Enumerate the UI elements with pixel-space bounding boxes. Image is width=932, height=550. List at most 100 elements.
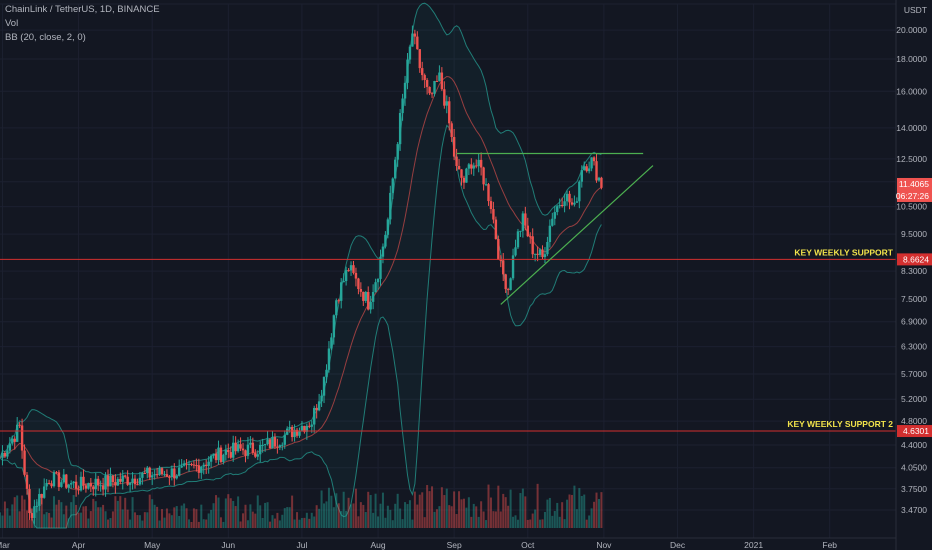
candle <box>560 197 564 208</box>
candle <box>11 435 14 446</box>
candle-body <box>13 438 16 442</box>
volume-bar <box>219 517 222 528</box>
volume-bar <box>327 487 330 528</box>
volume-bar <box>1 515 4 528</box>
candle <box>575 197 579 203</box>
candle <box>153 469 156 480</box>
candle-body <box>580 170 583 182</box>
candle <box>74 474 78 497</box>
chart-legend: ChainLink / TetherUS, 1D, BINANCE Vol BB… <box>5 3 160 45</box>
volume-bar <box>141 520 144 528</box>
candle-body <box>236 444 240 452</box>
volume-bar <box>146 512 149 528</box>
candle-body <box>251 442 255 453</box>
volume-bar <box>80 512 83 528</box>
candle-body <box>99 485 102 487</box>
candle-body <box>96 478 100 486</box>
volume-bar <box>438 506 441 528</box>
candle <box>514 239 517 257</box>
candle-body <box>543 254 547 258</box>
candle-body <box>276 446 279 448</box>
candle-body <box>8 443 12 451</box>
candle-body <box>40 494 43 498</box>
candle <box>438 65 441 82</box>
volume-bar <box>143 512 146 528</box>
volume-bar <box>53 496 56 528</box>
volume-bar <box>197 521 200 528</box>
candle-body <box>448 101 451 124</box>
support-label: KEY WEEKLY SUPPORT 2 <box>787 419 893 429</box>
volume-bar <box>404 502 407 528</box>
candle-body <box>546 242 549 255</box>
candle <box>192 460 196 469</box>
candle <box>440 67 444 91</box>
volume-bar <box>87 518 90 528</box>
legend-bollinger-bands[interactable]: BB (20, close, 2, 0) <box>5 32 86 43</box>
candle-body <box>556 206 559 213</box>
candle <box>141 471 144 485</box>
candle <box>379 249 382 286</box>
volume-bar <box>170 515 173 528</box>
time-tick-label: 2021 <box>744 540 763 550</box>
volume-bar <box>156 506 159 528</box>
volume-bar <box>151 499 154 528</box>
volume-bar <box>82 506 85 528</box>
candle <box>423 73 426 89</box>
candle <box>573 195 576 207</box>
candle <box>590 157 593 172</box>
candle-body <box>168 476 171 478</box>
candle-body <box>457 165 461 170</box>
candle-body <box>563 201 566 206</box>
volume-bar <box>408 500 411 528</box>
candle <box>283 430 286 449</box>
candle-body <box>55 472 58 474</box>
candle-body <box>288 426 291 429</box>
candle-body <box>465 168 468 183</box>
volume-bar <box>244 504 247 528</box>
candle <box>349 261 353 276</box>
volume-bar <box>136 515 139 528</box>
candle <box>583 161 586 171</box>
volume-bar <box>276 512 279 528</box>
legend-symbol-title[interactable]: ChainLink / TetherUS, 1D, BINANCE <box>5 4 160 15</box>
volume-bar <box>575 509 578 528</box>
candle-body <box>175 475 178 479</box>
legend-volume[interactable]: Vol <box>5 18 19 29</box>
candle <box>187 460 191 472</box>
candle-body <box>504 274 507 290</box>
candle <box>212 453 215 459</box>
volume-bar <box>200 504 203 528</box>
volume-bar <box>251 511 254 528</box>
candle-body <box>109 475 112 487</box>
candle-body <box>227 449 230 453</box>
candle-body <box>84 485 88 489</box>
candle <box>244 449 247 463</box>
volume-bar <box>548 497 551 528</box>
candle <box>359 282 363 297</box>
volume-bar <box>472 503 475 528</box>
candle <box>1 445 4 466</box>
candle-body <box>322 376 326 396</box>
volume-bar <box>494 511 497 528</box>
time-tick-label: Aug <box>370 540 385 550</box>
volume-bar <box>111 511 114 528</box>
candle-body <box>327 348 331 370</box>
volume-bar <box>345 510 348 528</box>
candle <box>200 465 203 479</box>
candle <box>470 158 473 175</box>
current-price-tag-bg <box>897 177 932 202</box>
volume-bar <box>188 519 191 528</box>
candle-body <box>202 464 205 467</box>
volume-bar <box>578 488 581 528</box>
candle <box>168 474 171 485</box>
candle-body <box>190 464 193 466</box>
volume-bar <box>305 512 308 528</box>
volume-bar <box>431 486 434 528</box>
candle <box>445 95 448 114</box>
candle <box>163 470 166 477</box>
volume-bar <box>377 516 380 528</box>
candle-body <box>214 453 218 461</box>
candle-body <box>273 437 277 447</box>
candle <box>3 451 7 459</box>
